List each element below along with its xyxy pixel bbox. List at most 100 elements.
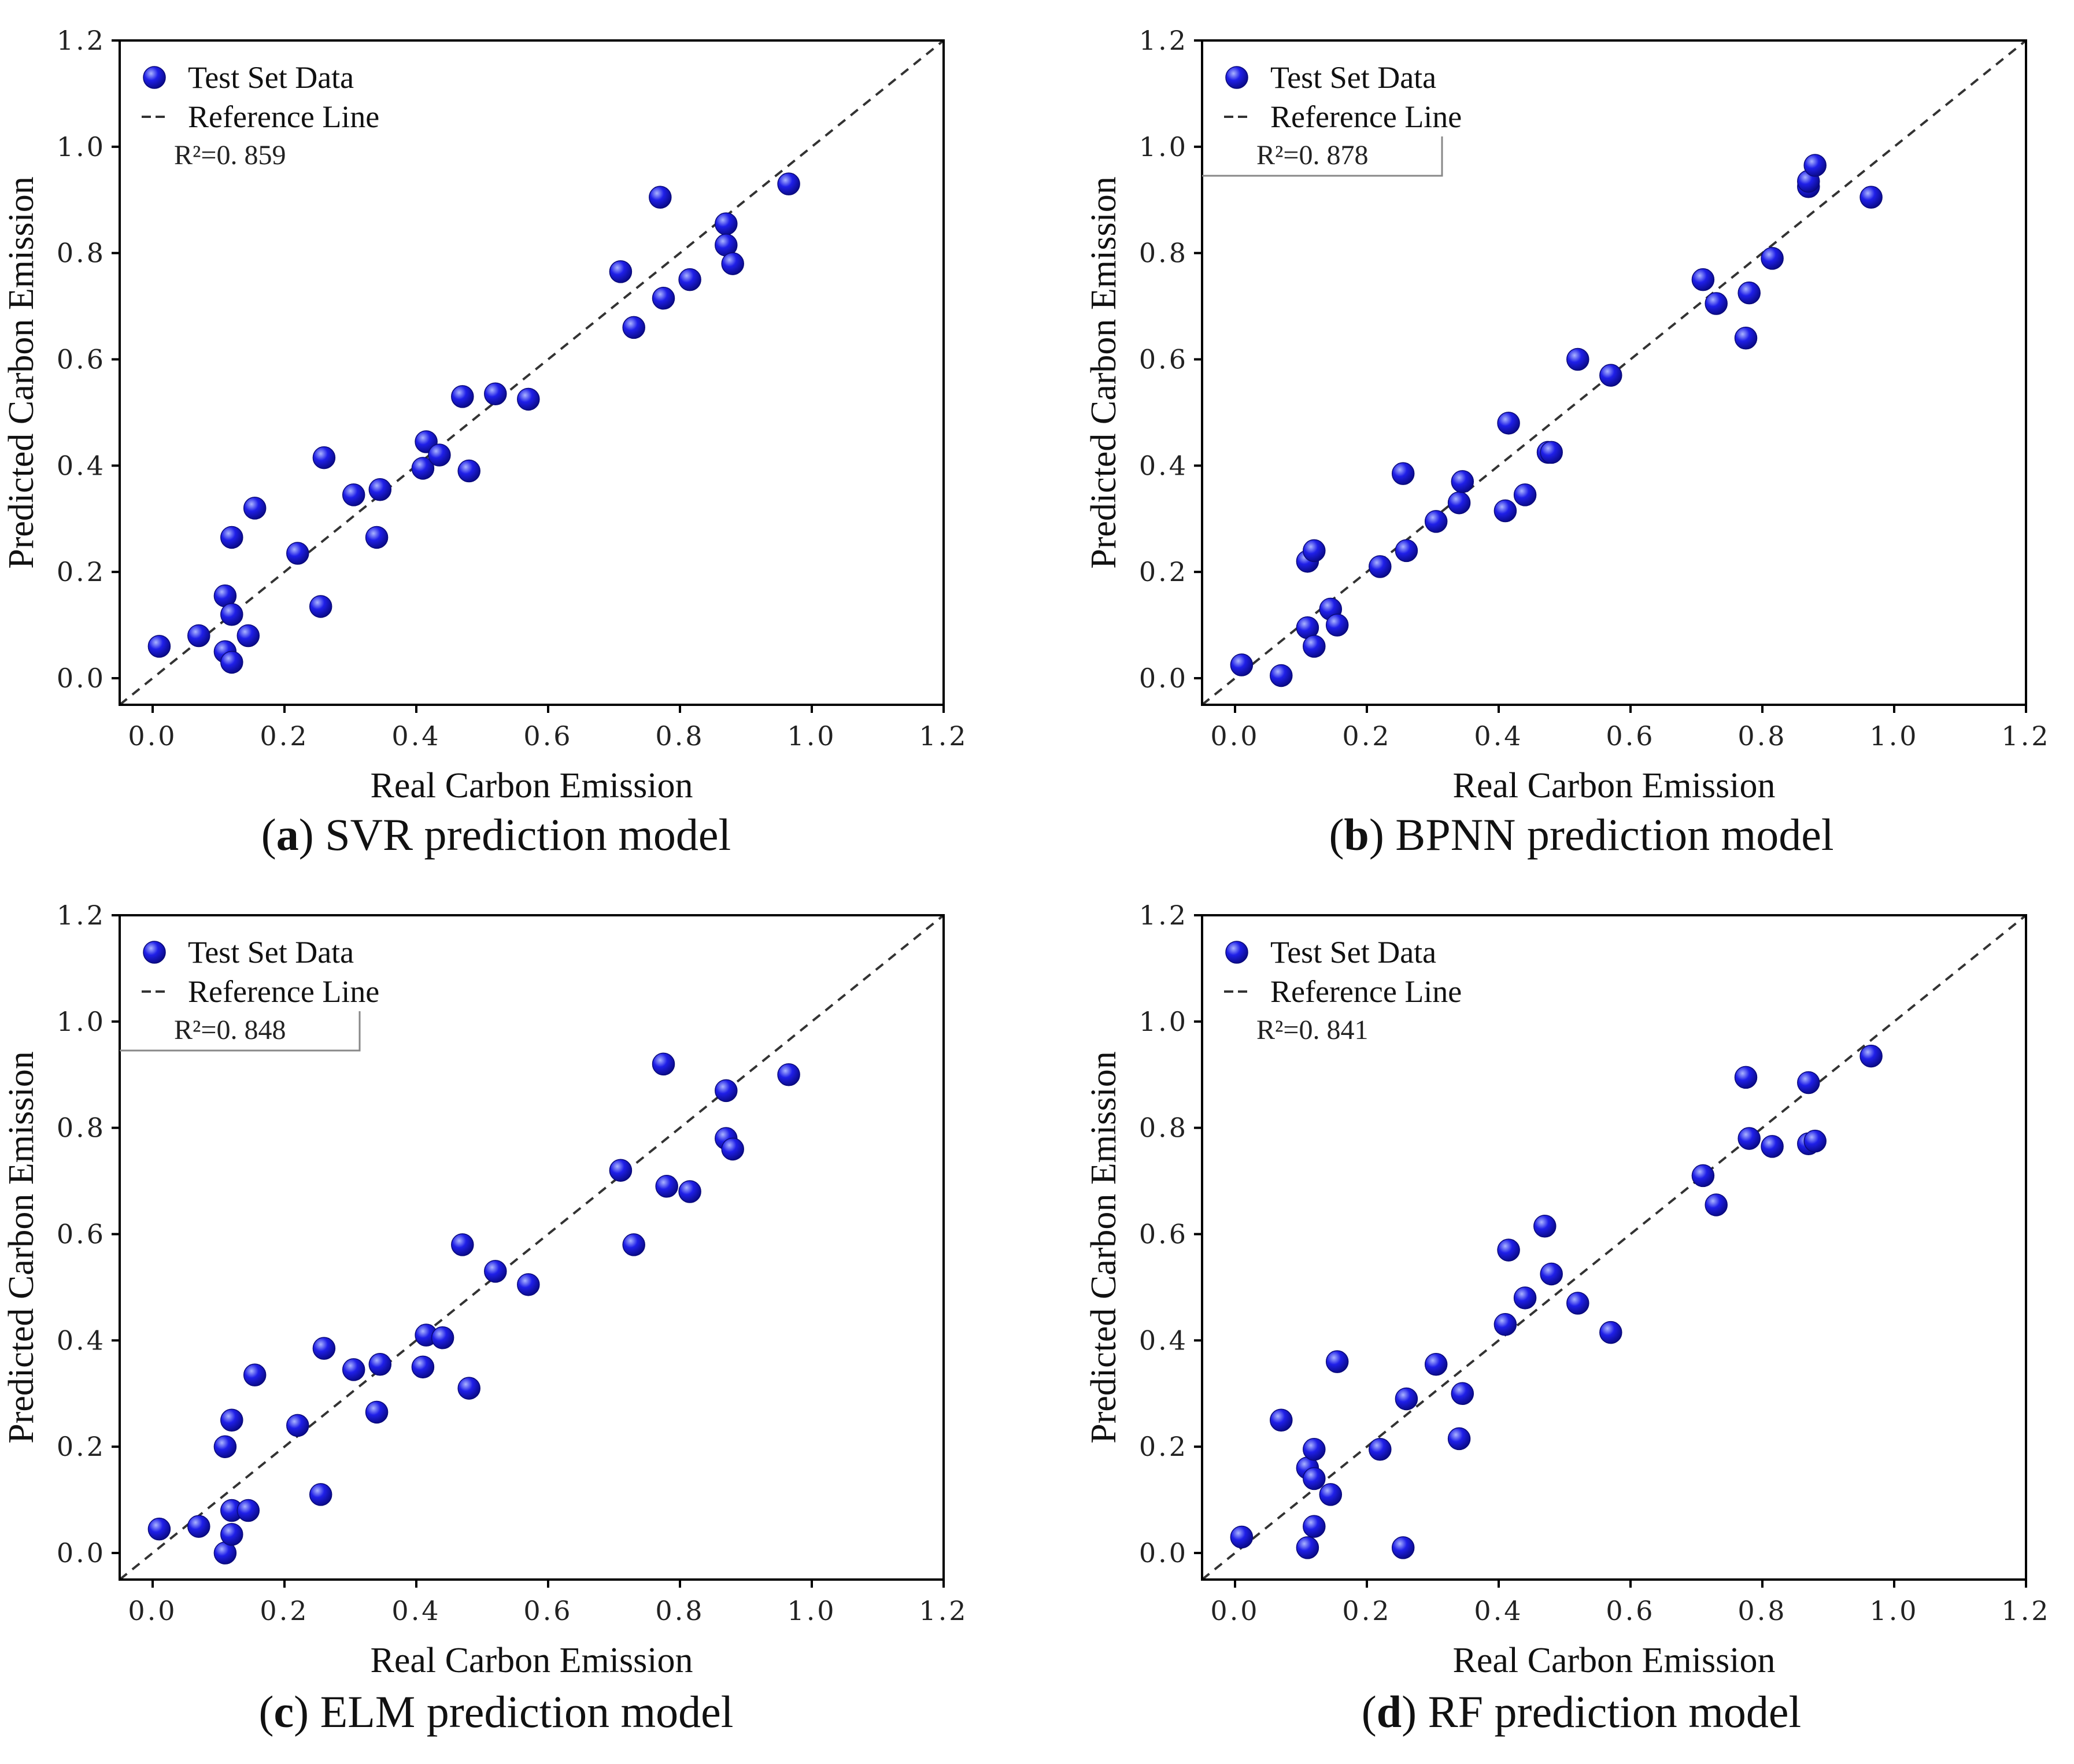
y-tick-label: 0.0 — [57, 1537, 106, 1569]
data-point — [1803, 154, 1827, 177]
y-tick-label: 0.0 — [1139, 1537, 1188, 1569]
data-point — [1803, 1129, 1827, 1153]
panel-caption: (c) ELM prediction model — [259, 1687, 734, 1737]
axes-frame — [1201, 39, 2027, 706]
data-point — [1540, 441, 1563, 464]
x-tick-label: 1.0 — [787, 720, 836, 752]
caption-letter: d — [1377, 1687, 1402, 1737]
y-tick-label: 0.0 — [57, 663, 106, 694]
y-axis-title: Predicted Carbon Emission — [1084, 1051, 1123, 1443]
y-tick-label: 0.6 — [57, 1219, 106, 1250]
data-point — [236, 1499, 260, 1522]
data-point — [655, 1175, 678, 1198]
data-point — [312, 446, 336, 469]
legend-points-label: Test Set Data — [188, 60, 354, 95]
data-point — [342, 1358, 365, 1381]
data-point — [1761, 247, 1784, 270]
x-tick-label: 0.8 — [1737, 720, 1787, 752]
y-tick-label: 0.8 — [57, 238, 106, 269]
data-point — [622, 1233, 645, 1256]
legend-points-label: Test Set Data — [188, 935, 354, 970]
data-point — [1451, 1382, 1474, 1406]
caption-letter: a — [276, 809, 299, 860]
data-point — [309, 595, 332, 618]
y-tick-label: 0.6 — [57, 344, 106, 375]
data-point — [147, 1517, 171, 1541]
y-tick-label: 0.6 — [1139, 1219, 1188, 1250]
data-point — [1737, 281, 1761, 305]
reference-line — [120, 40, 944, 705]
data-point — [622, 316, 645, 339]
data-point — [1859, 186, 1883, 209]
legend-box-border — [120, 1011, 361, 1052]
data-point — [213, 1435, 237, 1458]
data-point — [1391, 1536, 1415, 1559]
x-tick-label: 0.6 — [1606, 720, 1655, 752]
caption-letter: b — [1344, 809, 1369, 860]
caption-paren-open: ( — [261, 809, 276, 860]
r-squared-label: R²=0. 878 — [1256, 140, 1368, 171]
data-point — [312, 1337, 336, 1360]
data-point — [715, 212, 738, 235]
data-point — [1325, 1350, 1349, 1373]
sphere-marker-icon — [1225, 941, 1248, 964]
data-point — [236, 624, 260, 648]
data-point — [1734, 327, 1758, 350]
chart-panel-a: 0.0 0.0 0.2 0.2 0.4 0.4 0.6 0.6 0.8 0.8 1.0 1.0 1.2 1… — [2, 25, 966, 860]
y-axis-title: Predicted Carbon Emission — [2, 176, 41, 568]
data-point — [1424, 510, 1448, 533]
data-point — [1424, 1352, 1448, 1376]
x-tick-label: 1.0 — [1869, 720, 1918, 752]
r-squared-label: R²=0. 841 — [1256, 1015, 1368, 1045]
data-point — [451, 385, 474, 408]
y-tick-label: 0.2 — [57, 556, 106, 587]
data-point — [1303, 1467, 1326, 1491]
y-tick-label: 0.4 — [57, 1325, 106, 1356]
data-point — [1270, 664, 1293, 687]
y-tick-label: 1.2 — [1139, 900, 1188, 931]
y-tick-label: 0.2 — [1139, 1431, 1188, 1462]
y-tick-label: 0.4 — [57, 450, 106, 481]
data-point — [484, 1260, 507, 1283]
sphere-marker-icon — [1225, 66, 1248, 89]
y-tick-label: 0.0 — [1139, 663, 1188, 694]
data-point — [1513, 483, 1537, 506]
data-point — [1391, 462, 1415, 485]
y-tick-label: 1.0 — [1139, 1006, 1188, 1037]
caption-paren-open: ( — [259, 1687, 274, 1737]
data-point — [286, 542, 309, 565]
data-point — [721, 1137, 744, 1161]
data-point — [1447, 491, 1471, 515]
data-point — [1451, 470, 1474, 493]
data-point — [243, 1363, 267, 1386]
x-tick-label: 0.6 — [523, 1595, 572, 1626]
caption-title: ELM prediction model — [320, 1687, 734, 1737]
y-tick-label: 0.8 — [1139, 1112, 1188, 1144]
data-point — [715, 1079, 738, 1103]
data-point — [286, 1414, 309, 1437]
axes-frame — [119, 914, 945, 1581]
x-tick-label: 0.2 — [1342, 720, 1391, 752]
data-point — [652, 1052, 675, 1076]
panel-caption: (d) RF prediction model — [1362, 1687, 1801, 1737]
r-squared-label: R²=0. 859 — [174, 140, 286, 171]
chart-panel-d: 0.0 0.0 0.2 0.2 0.4 0.4 0.6 0.6 0.8 0.8 1.0 1.0 1.2 1… — [1084, 900, 2049, 1737]
data-point — [517, 1273, 540, 1296]
data-point — [1705, 292, 1728, 315]
x-tick-label: 0.6 — [523, 720, 572, 752]
caption-title: SVR prediction model — [325, 809, 731, 860]
data-point — [1369, 1438, 1392, 1461]
data-point — [220, 1523, 243, 1546]
data-point — [1540, 1262, 1563, 1286]
r-squared-label: R²=0. 848 — [174, 1015, 286, 1045]
data-point — [428, 443, 451, 467]
y-tick-label: 0.8 — [1139, 238, 1188, 269]
data-point — [1493, 499, 1517, 523]
data-point — [1533, 1214, 1557, 1238]
data-point — [1296, 1536, 1319, 1559]
y-tick-label: 0.2 — [1139, 556, 1188, 587]
y-tick-label: 0.4 — [1139, 1325, 1188, 1356]
x-axis-title: Real Carbon Emission — [371, 1641, 693, 1680]
y-tick-label: 1.2 — [1139, 25, 1188, 56]
y-tick-label: 0.4 — [1139, 450, 1188, 481]
